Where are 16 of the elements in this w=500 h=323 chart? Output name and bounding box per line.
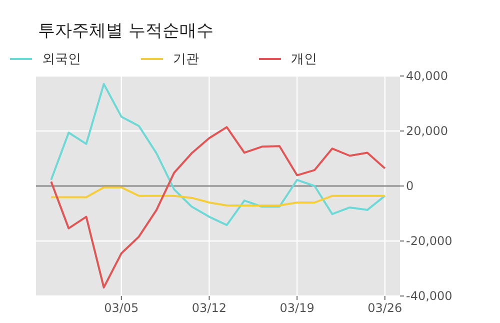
y-tick-label: 20,000 <box>406 124 448 138</box>
y-tick-label: -20,000 <box>406 234 452 248</box>
x-tick-label: 03/26 <box>368 301 402 315</box>
x-tick-label: 03/12 <box>192 301 227 315</box>
legend-label: 외국인 <box>42 52 81 67</box>
y-tick-label: 40,000 <box>406 69 448 83</box>
x-tick-label: 03/05 <box>104 301 139 315</box>
line-series <box>50 82 386 226</box>
legend-label: 기관 <box>173 52 199 67</box>
y-tick-label: -40,000 <box>406 289 452 303</box>
x-tick-label: 03/19 <box>280 301 314 315</box>
line-series <box>50 126 386 288</box>
legend-label: 개인 <box>291 52 317 67</box>
chart-title: 투자주체별 누적순매수 <box>38 21 214 41</box>
line-series <box>50 186 386 207</box>
y-tick-label: 0 <box>406 179 414 193</box>
